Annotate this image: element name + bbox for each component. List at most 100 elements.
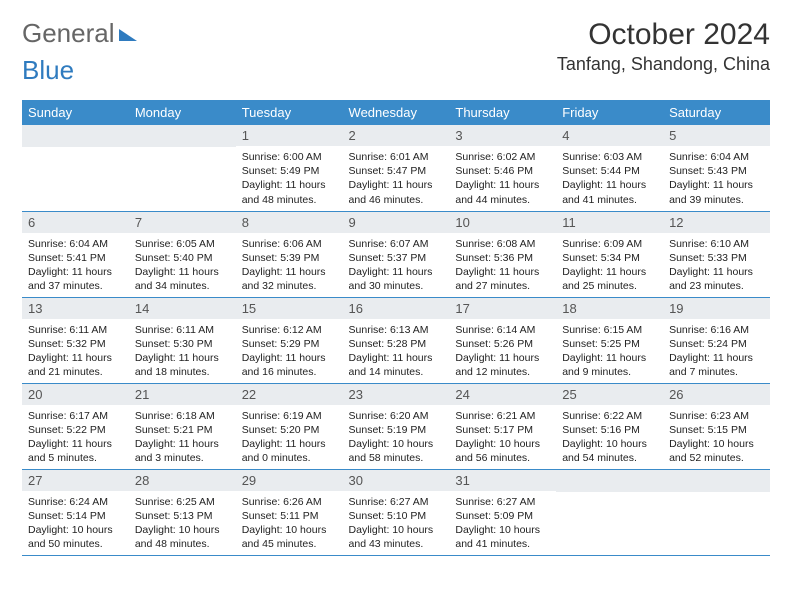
day-number: 3 bbox=[449, 125, 556, 146]
calendar-day-cell: 28Sunrise: 6:25 AMSunset: 5:13 PMDayligh… bbox=[129, 469, 236, 555]
day-detail: Sunrise: 6:05 AMSunset: 5:40 PMDaylight:… bbox=[129, 233, 236, 296]
location-label: Tanfang, Shandong, China bbox=[557, 54, 770, 75]
day-number: 17 bbox=[449, 298, 556, 319]
day-detail: Sunrise: 6:12 AMSunset: 5:29 PMDaylight:… bbox=[236, 319, 343, 382]
day-number: 31 bbox=[449, 470, 556, 491]
day-number: 21 bbox=[129, 384, 236, 405]
day-detail: Sunrise: 6:18 AMSunset: 5:21 PMDaylight:… bbox=[129, 405, 236, 468]
calendar-day-cell: 8Sunrise: 6:06 AMSunset: 5:39 PMDaylight… bbox=[236, 211, 343, 297]
calendar-day-cell: 27Sunrise: 6:24 AMSunset: 5:14 PMDayligh… bbox=[22, 469, 129, 555]
day-detail: Sunrise: 6:11 AMSunset: 5:32 PMDaylight:… bbox=[22, 319, 129, 382]
day-detail: Sunrise: 6:27 AMSunset: 5:10 PMDaylight:… bbox=[343, 491, 450, 554]
calendar-day-cell: 25Sunrise: 6:22 AMSunset: 5:16 PMDayligh… bbox=[556, 383, 663, 469]
calendar-day-cell: 22Sunrise: 6:19 AMSunset: 5:20 PMDayligh… bbox=[236, 383, 343, 469]
day-number-empty bbox=[22, 125, 129, 147]
day-detail: Sunrise: 6:04 AMSunset: 5:41 PMDaylight:… bbox=[22, 233, 129, 296]
day-detail: Sunrise: 6:14 AMSunset: 5:26 PMDaylight:… bbox=[449, 319, 556, 382]
weekday-header: Thursday bbox=[449, 100, 556, 125]
day-number: 14 bbox=[129, 298, 236, 319]
day-detail: Sunrise: 6:17 AMSunset: 5:22 PMDaylight:… bbox=[22, 405, 129, 468]
calendar-day-cell: 13Sunrise: 6:11 AMSunset: 5:32 PMDayligh… bbox=[22, 297, 129, 383]
day-number: 10 bbox=[449, 212, 556, 233]
day-detail: Sunrise: 6:10 AMSunset: 5:33 PMDaylight:… bbox=[663, 233, 770, 296]
weekday-header: Saturday bbox=[663, 100, 770, 125]
calendar-week-row: 27Sunrise: 6:24 AMSunset: 5:14 PMDayligh… bbox=[22, 469, 770, 555]
day-number: 30 bbox=[343, 470, 450, 491]
title-block: October 2024 Tanfang, Shandong, China bbox=[557, 18, 770, 75]
calendar-day-cell: 30Sunrise: 6:27 AMSunset: 5:10 PMDayligh… bbox=[343, 469, 450, 555]
day-detail: Sunrise: 6:22 AMSunset: 5:16 PMDaylight:… bbox=[556, 405, 663, 468]
calendar-day-cell bbox=[663, 469, 770, 555]
day-detail: Sunrise: 6:03 AMSunset: 5:44 PMDaylight:… bbox=[556, 146, 663, 209]
calendar-day-cell bbox=[556, 469, 663, 555]
day-number: 9 bbox=[343, 212, 450, 233]
calendar-day-cell: 9Sunrise: 6:07 AMSunset: 5:37 PMDaylight… bbox=[343, 211, 450, 297]
day-number: 19 bbox=[663, 298, 770, 319]
brand-logo: General bbox=[22, 18, 139, 49]
day-detail: Sunrise: 6:06 AMSunset: 5:39 PMDaylight:… bbox=[236, 233, 343, 296]
weekday-header: Tuesday bbox=[236, 100, 343, 125]
calendar-week-row: 6Sunrise: 6:04 AMSunset: 5:41 PMDaylight… bbox=[22, 211, 770, 297]
day-detail: Sunrise: 6:07 AMSunset: 5:37 PMDaylight:… bbox=[343, 233, 450, 296]
calendar-day-cell: 29Sunrise: 6:26 AMSunset: 5:11 PMDayligh… bbox=[236, 469, 343, 555]
calendar-day-cell: 10Sunrise: 6:08 AMSunset: 5:36 PMDayligh… bbox=[449, 211, 556, 297]
calendar-day-cell: 11Sunrise: 6:09 AMSunset: 5:34 PMDayligh… bbox=[556, 211, 663, 297]
day-number: 12 bbox=[663, 212, 770, 233]
day-number: 18 bbox=[556, 298, 663, 319]
calendar-header-row: SundayMondayTuesdayWednesdayThursdayFrid… bbox=[22, 100, 770, 125]
calendar-day-cell bbox=[22, 125, 129, 211]
calendar-day-cell: 23Sunrise: 6:20 AMSunset: 5:19 PMDayligh… bbox=[343, 383, 450, 469]
day-detail: Sunrise: 6:13 AMSunset: 5:28 PMDaylight:… bbox=[343, 319, 450, 382]
brand-part1: General bbox=[22, 18, 115, 49]
calendar-day-cell: 4Sunrise: 6:03 AMSunset: 5:44 PMDaylight… bbox=[556, 125, 663, 211]
day-number: 29 bbox=[236, 470, 343, 491]
day-number: 27 bbox=[22, 470, 129, 491]
day-number: 28 bbox=[129, 470, 236, 491]
day-detail: Sunrise: 6:15 AMSunset: 5:25 PMDaylight:… bbox=[556, 319, 663, 382]
calendar-body: 1Sunrise: 6:00 AMSunset: 5:49 PMDaylight… bbox=[22, 125, 770, 555]
day-number: 4 bbox=[556, 125, 663, 146]
day-detail: Sunrise: 6:19 AMSunset: 5:20 PMDaylight:… bbox=[236, 405, 343, 468]
calendar-day-cell: 31Sunrise: 6:27 AMSunset: 5:09 PMDayligh… bbox=[449, 469, 556, 555]
logo-triangle-icon bbox=[119, 29, 137, 41]
day-number: 25 bbox=[556, 384, 663, 405]
day-detail: Sunrise: 6:11 AMSunset: 5:30 PMDaylight:… bbox=[129, 319, 236, 382]
day-detail: Sunrise: 6:02 AMSunset: 5:46 PMDaylight:… bbox=[449, 146, 556, 209]
day-number: 24 bbox=[449, 384, 556, 405]
calendar-day-cell: 19Sunrise: 6:16 AMSunset: 5:24 PMDayligh… bbox=[663, 297, 770, 383]
calendar-day-cell: 14Sunrise: 6:11 AMSunset: 5:30 PMDayligh… bbox=[129, 297, 236, 383]
day-number-empty bbox=[556, 470, 663, 492]
day-detail: Sunrise: 6:04 AMSunset: 5:43 PMDaylight:… bbox=[663, 146, 770, 209]
weekday-header: Monday bbox=[129, 100, 236, 125]
brand-part2: Blue bbox=[22, 55, 74, 85]
day-number: 15 bbox=[236, 298, 343, 319]
calendar-day-cell: 12Sunrise: 6:10 AMSunset: 5:33 PMDayligh… bbox=[663, 211, 770, 297]
day-detail: Sunrise: 6:16 AMSunset: 5:24 PMDaylight:… bbox=[663, 319, 770, 382]
day-detail: Sunrise: 6:21 AMSunset: 5:17 PMDaylight:… bbox=[449, 405, 556, 468]
day-number: 23 bbox=[343, 384, 450, 405]
day-number: 7 bbox=[129, 212, 236, 233]
calendar-day-cell: 7Sunrise: 6:05 AMSunset: 5:40 PMDaylight… bbox=[129, 211, 236, 297]
day-detail: Sunrise: 6:24 AMSunset: 5:14 PMDaylight:… bbox=[22, 491, 129, 554]
calendar-day-cell: 20Sunrise: 6:17 AMSunset: 5:22 PMDayligh… bbox=[22, 383, 129, 469]
calendar-day-cell: 15Sunrise: 6:12 AMSunset: 5:29 PMDayligh… bbox=[236, 297, 343, 383]
weekday-header: Wednesday bbox=[343, 100, 450, 125]
calendar-day-cell: 1Sunrise: 6:00 AMSunset: 5:49 PMDaylight… bbox=[236, 125, 343, 211]
day-number: 1 bbox=[236, 125, 343, 146]
day-number: 16 bbox=[343, 298, 450, 319]
day-number: 2 bbox=[343, 125, 450, 146]
calendar-day-cell: 26Sunrise: 6:23 AMSunset: 5:15 PMDayligh… bbox=[663, 383, 770, 469]
day-detail: Sunrise: 6:27 AMSunset: 5:09 PMDaylight:… bbox=[449, 491, 556, 554]
calendar-day-cell bbox=[129, 125, 236, 211]
day-detail: Sunrise: 6:26 AMSunset: 5:11 PMDaylight:… bbox=[236, 491, 343, 554]
calendar-week-row: 1Sunrise: 6:00 AMSunset: 5:49 PMDaylight… bbox=[22, 125, 770, 211]
day-number: 20 bbox=[22, 384, 129, 405]
calendar-day-cell: 24Sunrise: 6:21 AMSunset: 5:17 PMDayligh… bbox=[449, 383, 556, 469]
day-number-empty bbox=[663, 470, 770, 492]
day-number: 6 bbox=[22, 212, 129, 233]
day-detail: Sunrise: 6:08 AMSunset: 5:36 PMDaylight:… bbox=[449, 233, 556, 296]
day-detail: Sunrise: 6:09 AMSunset: 5:34 PMDaylight:… bbox=[556, 233, 663, 296]
weekday-header: Friday bbox=[556, 100, 663, 125]
calendar-day-cell: 17Sunrise: 6:14 AMSunset: 5:26 PMDayligh… bbox=[449, 297, 556, 383]
weekday-header: Sunday bbox=[22, 100, 129, 125]
